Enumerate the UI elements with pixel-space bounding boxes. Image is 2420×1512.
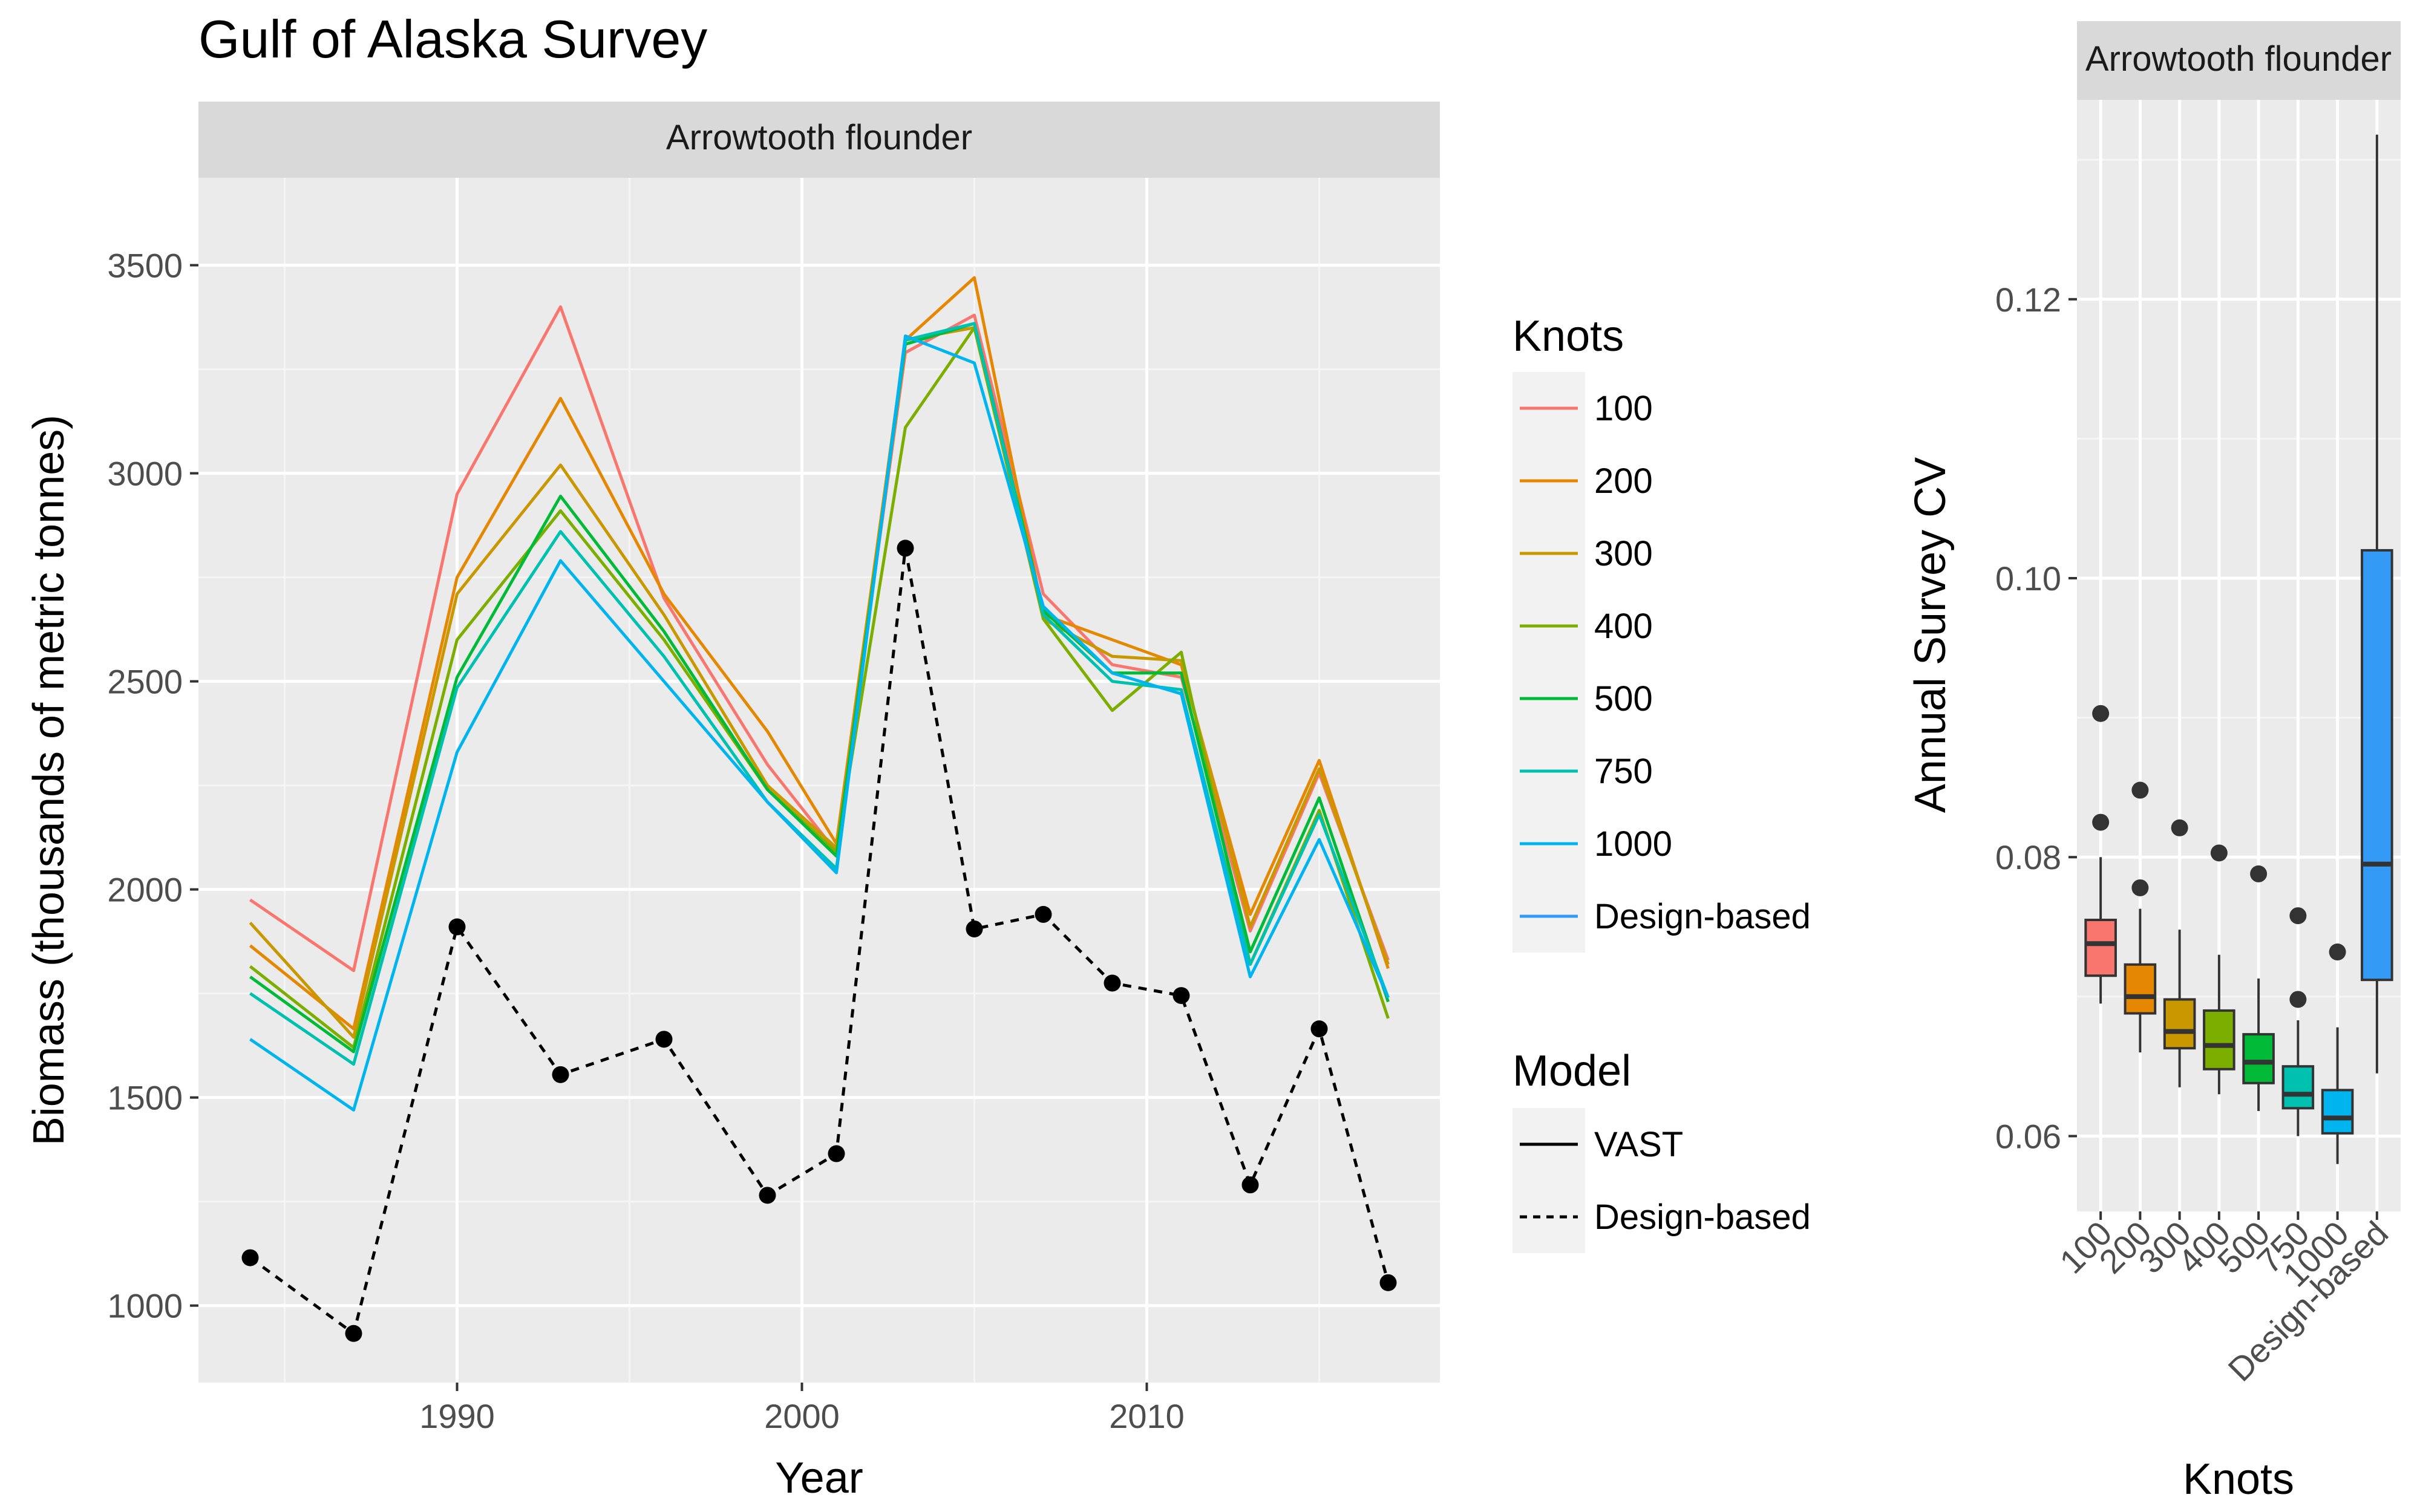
outlier-point (2131, 781, 2149, 799)
box-100 (2084, 919, 2117, 977)
facet-strip (2077, 21, 2401, 100)
legend-label: 1000 (1594, 824, 1672, 864)
legend-label: Design-based (1594, 1198, 1811, 1237)
model-legend-items: VAST Design-based (1512, 1108, 1811, 1253)
facet-strip-label: Arrowtooth flounder (2085, 39, 2392, 79)
legend-label: 400 (1594, 607, 1653, 646)
outlier-point (2092, 813, 2110, 831)
legend-label: 100 (1594, 389, 1653, 428)
knots-legend: Knots 100 200 300 400 500 750 1000 Design-based (1512, 312, 1811, 953)
legend-label: VAST (1594, 1125, 1683, 1164)
y-tick-label: 3000 (107, 455, 183, 493)
x-tick-label: 2010 (1109, 1397, 1185, 1435)
data-point (1035, 905, 1052, 923)
data-point (1172, 987, 1190, 1005)
knots-legend-items: 100 200 300 400 500 750 1000 Design-based (1512, 372, 1811, 953)
data-point (1310, 1020, 1328, 1038)
plot-background (198, 178, 1440, 1383)
biomass-line-chart: Arrowtooth flounder 1990 2000 2010 1000 1500… (25, 102, 1440, 1502)
x-tick-label: 1990 (419, 1397, 495, 1435)
data-point (828, 1145, 845, 1162)
x-tick-label: 2000 (764, 1397, 840, 1435)
knots-legend-title: Knots (1512, 312, 1624, 360)
data-point (897, 539, 914, 557)
legend-label: 300 (1594, 534, 1653, 573)
boxes (2084, 134, 2393, 1164)
outlier-point (2289, 907, 2307, 925)
outlier-point (2131, 879, 2149, 896)
y-axis-label: Annual Survey CV (1906, 457, 1955, 813)
gridlines (198, 178, 1440, 1383)
data-point (552, 1066, 569, 1083)
data-point (345, 1325, 362, 1342)
legend-label: 200 (1594, 461, 1653, 501)
y-axis-label: Biomass (thousands of metric tonnes) (25, 415, 73, 1146)
box-200 (2124, 963, 2157, 1015)
x-axis-label: Year (775, 1454, 863, 1502)
y-tick-label: 0.10 (1995, 559, 2061, 598)
x-axis-label: Knots (2183, 1455, 2294, 1504)
data-point (1104, 974, 1121, 992)
box-750 (2281, 1065, 2315, 1110)
box-400 (2203, 1009, 2235, 1070)
data-point (241, 1249, 259, 1266)
y-tick-label: 1500 (107, 1079, 183, 1117)
data-point (655, 1031, 673, 1048)
y-tick-label: 1000 (107, 1287, 183, 1325)
data-point (759, 1187, 776, 1204)
series-line-1000 (249, 334, 1390, 1112)
legend-label: 500 (1594, 679, 1653, 719)
y-tick-label: 0.12 (1995, 281, 2061, 319)
box-300 (2163, 998, 2196, 1050)
outlier-point (2092, 705, 2110, 722)
facet-strip (198, 102, 1440, 178)
box-1000 (2321, 1089, 2354, 1135)
data-point (448, 918, 466, 936)
plot-background (2077, 100, 2401, 1211)
outlier-point (2329, 943, 2346, 961)
outlier-point (2289, 991, 2307, 1008)
y-tick-label: 2000 (107, 871, 183, 909)
y-tick-label: 3500 (107, 246, 183, 284)
legend-label: 750 (1594, 752, 1653, 791)
axis-ticks: 1990 2000 2010 1000 1500 2000 2500 3000 3500 (107, 246, 1184, 1435)
facet-strip-label: Arrowtooth flounder (666, 118, 972, 157)
outlier-point (2171, 819, 2188, 836)
model-legend-title: Model (1512, 1047, 1631, 1095)
outlier-point (2210, 844, 2228, 862)
box-design-based (2361, 549, 2393, 982)
box-500 (2242, 1033, 2275, 1084)
y-tick-label: 0.06 (1995, 1117, 2061, 1155)
outlier-point (2250, 865, 2268, 882)
design-based-points (241, 539, 1397, 1342)
series-lines (249, 276, 1390, 1335)
model-legend: Model VAST Design-based (1512, 1047, 1811, 1253)
y-tick-label: 0.08 (1995, 838, 2061, 876)
legend-label: Design-based (1594, 897, 1811, 936)
figure-title: Gulf of Alaska Survey (198, 9, 707, 69)
y-tick-label: 2500 (107, 663, 183, 701)
data-point (1379, 1274, 1397, 1291)
data-point (1241, 1176, 1259, 1194)
data-point (966, 920, 983, 937)
